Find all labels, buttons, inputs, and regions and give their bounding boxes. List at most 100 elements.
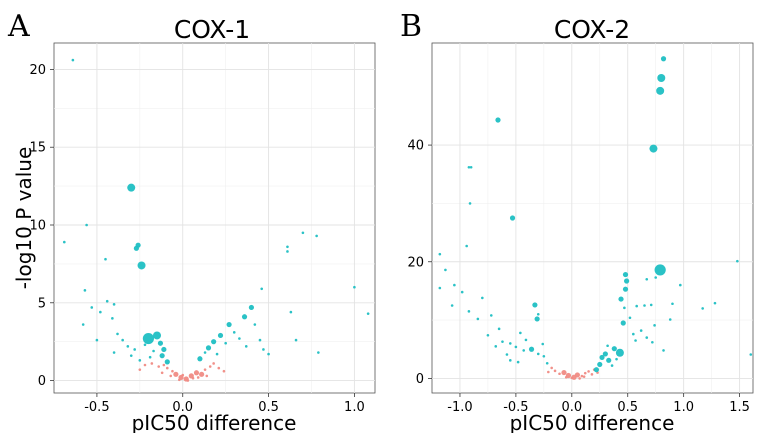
point-significant [657, 74, 666, 82]
point-significant [95, 338, 99, 342]
plot-area-b [431, 42, 754, 394]
point-significant [157, 340, 164, 346]
point-significant [508, 342, 512, 345]
point-not-significant [143, 363, 147, 367]
point-significant [524, 338, 528, 342]
point-significant [668, 318, 672, 321]
point-significant [522, 349, 526, 352]
point-significant [749, 353, 753, 356]
grid-a [54, 43, 375, 393]
y-tick-label: 15 [29, 141, 46, 156]
x-tick-label: -1.0 [447, 400, 472, 415]
point-significant [197, 356, 203, 362]
points-a [62, 58, 370, 382]
point-significant [649, 144, 658, 153]
point-significant [85, 223, 88, 227]
point-significant [129, 354, 133, 357]
point-significant [294, 338, 298, 342]
point-significant [232, 331, 236, 334]
panel-title-cox1: COX-1 [174, 15, 250, 44]
point-not-significant [558, 372, 561, 376]
point-significant [112, 351, 116, 354]
point-significant [615, 348, 624, 357]
point-significant [142, 332, 155, 345]
point-not-significant [570, 376, 574, 380]
point-significant [615, 357, 618, 361]
point-significant [469, 165, 473, 169]
point-significant [597, 361, 603, 368]
point-not-significant [205, 374, 209, 378]
point-significant [645, 277, 649, 281]
point-not-significant [193, 370, 200, 376]
point-significant [241, 314, 248, 320]
point-significant [450, 304, 454, 307]
point-significant [495, 117, 501, 123]
axes-a: -0.5 0.0 0.5 1.0 0 5 10 15 20 [29, 63, 364, 415]
point-significant [111, 317, 114, 320]
point-significant [651, 340, 654, 344]
point-not-significant [550, 366, 553, 370]
point-significant [127, 183, 136, 192]
point-not-significant [186, 379, 190, 382]
point-significant [205, 345, 212, 351]
point-significant [545, 361, 549, 365]
y-axis-title: -log10 P value [12, 147, 36, 290]
x-tick-label: 1.0 [673, 400, 694, 415]
point-significant [353, 285, 356, 289]
point-significant [159, 353, 165, 359]
point-significant [289, 310, 293, 314]
point-not-significant [203, 368, 207, 371]
point-significant [639, 329, 643, 332]
point-significant [497, 327, 501, 331]
x-tick-label: 0.5 [617, 400, 638, 415]
point-not-significant [583, 371, 587, 375]
point-significant [460, 290, 464, 294]
point-significant [542, 354, 546, 358]
point-significant [532, 302, 538, 308]
point-significant [121, 338, 124, 342]
grid-b [432, 43, 753, 393]
point-not-significant [171, 369, 174, 373]
point-significant [468, 202, 472, 205]
point-not-significant [217, 366, 221, 370]
point-significant [662, 349, 665, 352]
panel-b: B COX-2 -1.0 -0.5 0.0 0.5 1.0 1.5 0 20 40 pIC50 … [400, 9, 754, 433]
point-not-significant [547, 370, 550, 374]
y-tick-label: 0 [416, 372, 424, 387]
point-not-significant [582, 375, 586, 378]
point-significant [643, 304, 646, 307]
point-not-significant [181, 373, 185, 377]
point-significant [83, 289, 87, 292]
point-significant [528, 346, 535, 352]
point-significant [301, 231, 305, 235]
y-tick-label: 10 [29, 219, 46, 234]
point-significant [501, 340, 504, 343]
point-significant [736, 259, 739, 263]
point-significant [315, 234, 318, 238]
point-significant [253, 323, 257, 326]
point-significant [81, 323, 85, 326]
point-significant [505, 353, 509, 356]
point-significant [71, 58, 75, 62]
point-not-significant [162, 363, 166, 367]
point-significant [678, 283, 682, 287]
point-significant [248, 304, 255, 311]
point-significant [286, 250, 289, 253]
point-significant [217, 332, 224, 339]
point-significant [514, 345, 518, 349]
point-not-significant [553, 369, 557, 373]
point-significant [536, 312, 540, 316]
point-significant [628, 316, 632, 320]
point-not-significant [165, 366, 169, 370]
point-not-significant [178, 378, 181, 382]
point-significant [438, 286, 442, 290]
point-significant [99, 310, 102, 314]
point-not-significant [138, 368, 142, 371]
point-significant [635, 304, 638, 308]
point-significant [90, 306, 94, 309]
point-significant [508, 359, 512, 362]
point-significant [164, 359, 170, 365]
point-significant [116, 332, 119, 336]
